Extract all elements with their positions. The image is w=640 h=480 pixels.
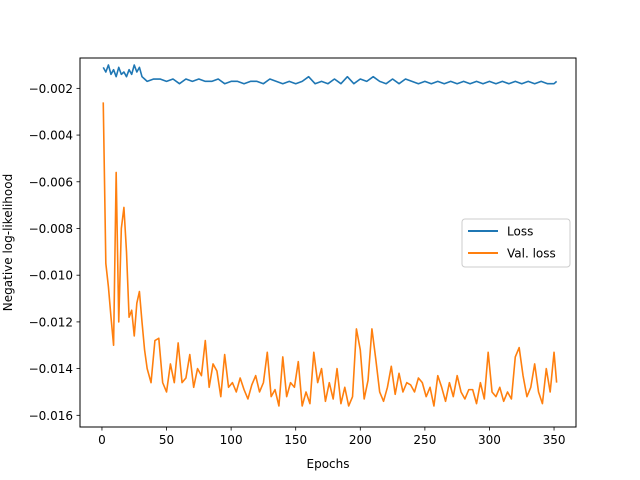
x-tick-label: 50 xyxy=(159,433,174,447)
y-tick-label: −0.012 xyxy=(29,315,73,329)
y-tick-label: −0.008 xyxy=(29,222,73,236)
series-line-loss xyxy=(102,64,558,85)
legend: Loss Val. loss xyxy=(461,218,571,268)
plot-frame xyxy=(79,57,577,428)
y-tick-label: −0.016 xyxy=(29,409,73,423)
x-axis-label: Epochs xyxy=(307,457,350,471)
x-tick-label: 250 xyxy=(413,433,436,447)
legend-label-val-loss: Val. loss xyxy=(507,247,556,261)
x-tick-label: 100 xyxy=(220,433,243,447)
y-tick-label: −0.004 xyxy=(29,129,73,143)
y-tick-label: −0.010 xyxy=(29,269,73,283)
x-tick-label: 0 xyxy=(98,433,106,447)
x-tick-label: 350 xyxy=(543,433,566,447)
y-axis-label: Negative log-likelihood xyxy=(1,174,15,311)
x-tick-label: 300 xyxy=(478,433,501,447)
series-layer xyxy=(102,64,558,407)
legend-label-loss: Loss xyxy=(507,225,533,239)
x-tick-label: 200 xyxy=(349,433,372,447)
series-line-val-loss xyxy=(102,102,558,407)
x-tick-label: 150 xyxy=(284,433,307,447)
y-tick-label: −0.014 xyxy=(29,362,73,376)
y-tick-label: −0.006 xyxy=(29,175,73,189)
y-ticks: −0.016 −0.014 −0.012 −0.010 −0.008 −0.006 −0.0… xyxy=(29,82,80,423)
y-tick-label: −0.002 xyxy=(29,82,73,96)
x-ticks: 0 50 100 150 200 250 300 350 xyxy=(98,427,565,447)
